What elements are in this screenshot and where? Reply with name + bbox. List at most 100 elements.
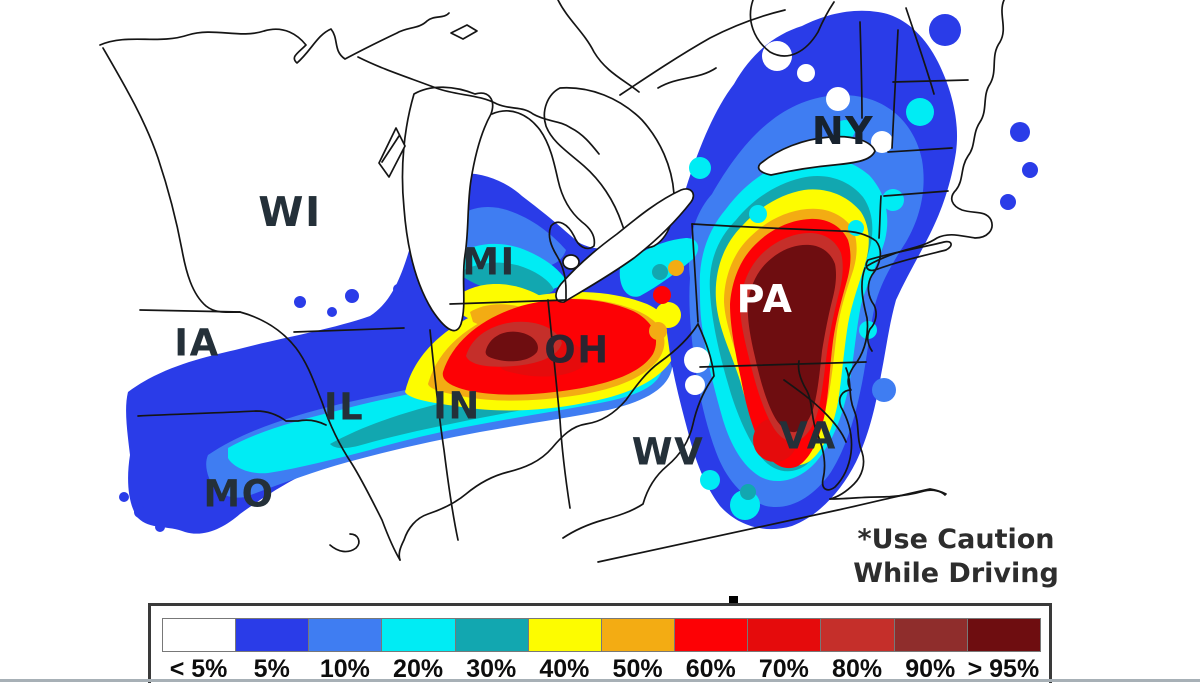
- virginia-mainland-coast: [829, 489, 946, 500]
- michigan-south-border: [449, 299, 567, 305]
- patch-yellow: [655, 302, 681, 328]
- state-label-pa: PA: [736, 277, 794, 321]
- patch-blue: [1000, 194, 1016, 210]
- missouri-bootheel: [329, 533, 360, 553]
- legend-top-tick: [729, 596, 738, 604]
- michigan-mitten: [491, 110, 596, 301]
- legend-label-gt95: > 95%: [967, 655, 1040, 683]
- illinois-indiana-border: [429, 329, 459, 541]
- legend-swatch-90: [893, 618, 968, 652]
- upper-peninsula-shore: [357, 56, 600, 155]
- legend-labels: < 5% 5% 10% 20% 30% 40% 50% 60% 70% 80% …: [162, 655, 1040, 683]
- map-canvas: [99, 0, 1038, 563]
- legend-label-20: 20%: [393, 655, 444, 683]
- legend-swatch-20: [381, 618, 456, 652]
- patch-orange: [649, 322, 667, 340]
- legend-label-70: 70%: [758, 655, 809, 683]
- speckle-blue: [119, 492, 129, 502]
- wisconsin-illinois-border: [293, 327, 405, 333]
- patch-red: [653, 286, 671, 304]
- contour-field: [119, 10, 1038, 534]
- patch-orange: [668, 260, 684, 276]
- ohio-river: [398, 323, 699, 561]
- legend-label-lt5: < 5%: [169, 655, 228, 683]
- patch-cyan: [882, 189, 904, 211]
- legend-swatch-60: [674, 618, 749, 652]
- state-label-il: IL: [323, 385, 365, 429]
- legend-swatch-70: [747, 618, 822, 652]
- legend-swatch-30: [454, 618, 529, 652]
- legend-swatch-5: [235, 618, 310, 652]
- long-island: [865, 240, 952, 272]
- legend-swatch-50: [600, 618, 676, 652]
- green-bay: [378, 127, 406, 178]
- indiana-ohio-border: [547, 299, 571, 509]
- bottom-edge-line: [0, 679, 1200, 682]
- state-label-wi: WI: [258, 188, 322, 236]
- chesapeake-bay: [829, 367, 865, 500]
- legend: < 5% 5% 10% 20% 30% 40% 50% 60% 70% 80% …: [148, 603, 1052, 683]
- patch-teal: [740, 484, 756, 500]
- iowa-missouri-border: [137, 410, 327, 426]
- lake-ontario: [757, 135, 876, 176]
- canada-north-shore: [557, 0, 835, 93]
- legend-label-50: 50%: [612, 655, 663, 683]
- massachusetts-north-border: [887, 147, 953, 153]
- state-label-ia: IA: [174, 321, 220, 365]
- no-data-holes: [684, 33, 893, 395]
- massachusetts-south-border: [883, 190, 949, 197]
- door-peninsula: [381, 135, 400, 163]
- patch-cyan: [700, 470, 720, 490]
- st-lawrence: [619, 9, 786, 96]
- legend-label-90: 90%: [905, 655, 956, 683]
- state-label-in: IN: [433, 384, 481, 428]
- legend-swatch-gt95: [966, 618, 1041, 652]
- newhampshire-maine-border: [905, 7, 935, 95]
- state-label-wv: WV: [631, 430, 705, 474]
- state-label-ny: NY: [811, 109, 875, 153]
- speckle-blue: [294, 296, 306, 308]
- atlantic-coast-north: [866, 0, 1005, 267]
- speckle-blue: [327, 307, 337, 317]
- lake-champlain-border: [859, 21, 863, 119]
- patch-teal: [652, 264, 668, 280]
- wisconsin-west-mississippi: [102, 47, 401, 561]
- contour-east-95pct: [747, 244, 836, 433]
- lake-st-clair: [562, 254, 580, 270]
- legend-label-40: 40%: [539, 655, 590, 683]
- patch-cyan: [906, 98, 934, 126]
- speckle-blue: [345, 289, 359, 303]
- patch-cyan: [689, 157, 711, 179]
- state-label-mi: MI: [462, 240, 516, 284]
- state-label-va: VA: [779, 414, 837, 458]
- legend-label-10: 10%: [319, 655, 370, 683]
- legend-swatch-lt5: [162, 618, 237, 652]
- caution-note: *Use Caution While Driving: [853, 523, 1059, 591]
- connecticut-newyork-border: [878, 195, 882, 239]
- legend-label-60: 60%: [685, 655, 736, 683]
- patch-cyan: [835, 120, 855, 140]
- speckle-blue: [393, 284, 403, 294]
- legend-swatch-10: [308, 618, 383, 652]
- speckle-blue: [155, 522, 165, 532]
- isle-royale: [450, 24, 478, 40]
- patch-blue: [872, 378, 896, 402]
- boundaries: [99, 0, 1005, 563]
- mason-dixon-line: [699, 361, 867, 368]
- contour-mi-30pct: [460, 262, 554, 297]
- westvirginia-virginia-border: [562, 323, 715, 539]
- caution-line-1: *Use Caution: [857, 524, 1055, 555]
- legend-swatches: [162, 618, 1041, 652]
- patch-blue: [1022, 162, 1038, 178]
- state-label-mo: MO: [203, 472, 275, 516]
- legend-label-80: 80%: [832, 655, 883, 683]
- great-lakes: [378, 86, 876, 332]
- speckle-blue: [134, 506, 146, 518]
- legend-swatch-80: [820, 618, 895, 652]
- legend-swatch-40: [527, 618, 602, 652]
- potomac-river: [783, 379, 847, 443]
- ohio-pennsylvania-border: [691, 223, 699, 323]
- iowa-north-border: [139, 309, 241, 313]
- contour-west-95pct: [485, 331, 538, 362]
